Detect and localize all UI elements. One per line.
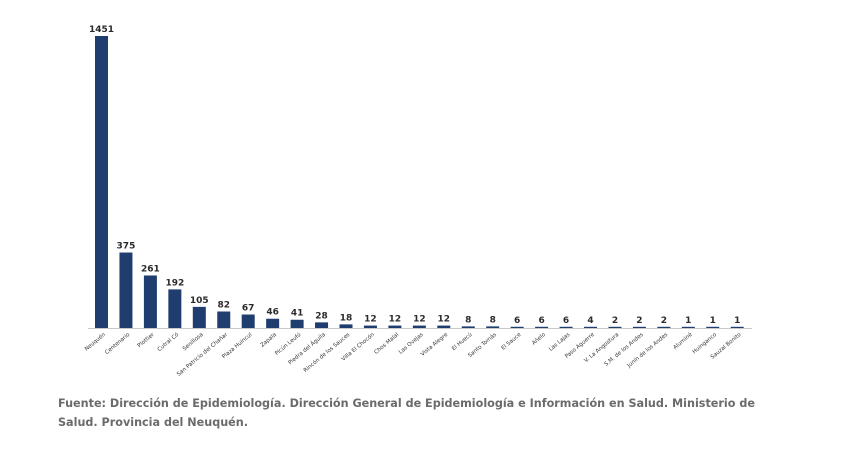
bar-23 [632, 326, 646, 328]
bar-15 [437, 325, 451, 328]
bar-5 [192, 306, 206, 328]
value-label-21: 4 [587, 316, 593, 326]
tick-label-1: Neuquén [83, 331, 107, 353]
bar-22 [608, 326, 622, 328]
tick-label-5: Senillosa [182, 332, 205, 352]
bar-18 [510, 326, 524, 328]
value-label-10: 28 [315, 311, 328, 321]
bar-14 [412, 325, 426, 328]
bar-13 [388, 325, 402, 328]
bar-7 [241, 314, 255, 328]
value-label-7: 67 [242, 304, 255, 314]
bar-20 [559, 326, 573, 328]
value-label-15: 12 [438, 315, 451, 325]
bar-2 [119, 252, 133, 328]
value-label-3: 261 [141, 264, 160, 274]
source-note: Fuente: Dirección de Epidemiología. Dire… [58, 397, 755, 429]
bar-8 [266, 318, 280, 328]
value-label-22: 2 [612, 316, 618, 326]
tick-label-8: Zapala [260, 332, 278, 349]
tick-label-11: Rincón de los Sauces [302, 331, 351, 374]
bar-27 [730, 326, 744, 328]
bar-9 [290, 319, 304, 328]
value-label-23: 2 [636, 316, 642, 326]
tick-label-16: El Huecú [450, 331, 473, 352]
value-label-24: 2 [661, 316, 667, 326]
bar-17 [486, 326, 500, 328]
bar-11 [339, 324, 353, 328]
bar-24 [657, 326, 671, 328]
value-label-6: 82 [217, 300, 230, 310]
value-label-20: 6 [563, 316, 569, 326]
value-label-1: 1451 [89, 25, 114, 35]
bar-16 [461, 326, 475, 328]
value-label-8: 46 [266, 308, 279, 318]
value-label-25: 1 [685, 316, 691, 326]
value-label-13: 12 [389, 315, 402, 325]
tick-label-15: Vista Alegre [420, 332, 450, 358]
tick-label-3: Plottier [137, 331, 157, 349]
value-label-2: 375 [117, 242, 136, 252]
tick-label-24: Junín de los Andes [625, 331, 669, 370]
value-label-19: 6 [538, 316, 544, 326]
tick-label-19: Añelo [531, 332, 547, 347]
bar-26 [706, 326, 720, 328]
bar-10 [315, 322, 329, 328]
tick-label-13: Chos Malal [373, 332, 400, 356]
value-label-9: 41 [291, 309, 304, 319]
bar-1 [95, 36, 108, 328]
tick-label-4: Cutral Có [156, 331, 181, 353]
bars-group [95, 36, 744, 328]
value-label-5: 105 [190, 296, 209, 306]
bar-3 [143, 275, 157, 328]
value-label-18: 6 [514, 316, 520, 326]
tick-label-2: Centenario [104, 332, 132, 356]
value-label-17: 8 [490, 315, 496, 325]
bar-12 [363, 325, 377, 328]
value-label-12: 12 [364, 315, 377, 325]
tick-label-25: Aluminé [672, 331, 694, 351]
value-label-16: 8 [465, 315, 471, 325]
value-label-14: 12 [413, 315, 426, 325]
value-label-4: 192 [165, 278, 184, 288]
value-label-27: 1 [734, 316, 740, 326]
bar-6 [217, 311, 231, 328]
tick-label-18: El Sauce [501, 332, 523, 352]
value-label-11: 18 [340, 313, 353, 323]
bar-19 [535, 326, 549, 328]
value-label-26: 1 [710, 316, 716, 326]
bar-25 [681, 326, 695, 328]
bar-4 [168, 289, 182, 328]
tick-label-20: Las Lajas [548, 332, 571, 353]
bar-21 [584, 326, 597, 328]
